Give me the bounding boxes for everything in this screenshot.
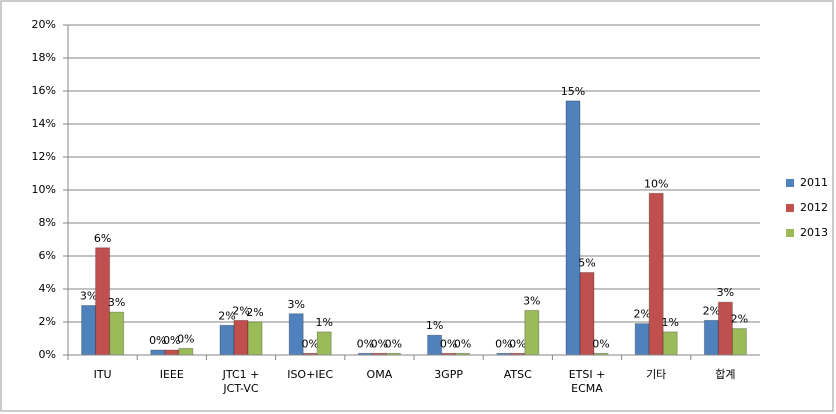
bar — [703, 319, 719, 356]
legend-swatch — [786, 204, 794, 212]
y-tick-label: 4% — [39, 282, 56, 295]
value-label: 0% — [454, 337, 471, 350]
bar — [717, 301, 733, 356]
value-label: 1% — [315, 316, 332, 329]
value-label: 2% — [218, 309, 235, 322]
value-label: 1% — [426, 319, 443, 332]
value-label: 0% — [592, 337, 609, 350]
x-tick-label: 기타 — [646, 368, 666, 381]
bar — [81, 305, 97, 356]
y-tick-label: 0% — [39, 348, 56, 361]
value-label: 0% — [163, 334, 180, 347]
y-tick-label: 12% — [32, 150, 56, 163]
value-label: 3% — [80, 290, 97, 303]
value-label: 0% — [371, 337, 388, 350]
x-tick-label: 3GPP — [434, 368, 463, 381]
x-tick-label: ETSI + ECMA — [569, 368, 606, 395]
y-tick-label: 16% — [32, 84, 56, 97]
value-label: 3% — [108, 296, 125, 309]
value-label: 6% — [94, 232, 111, 245]
value-label: 0% — [509, 337, 526, 350]
bar — [233, 319, 249, 356]
value-label: 2% — [731, 313, 748, 326]
value-label: 2% — [232, 304, 249, 317]
bar — [247, 321, 263, 356]
value-label: 0% — [177, 332, 194, 345]
legend-swatch — [786, 229, 794, 237]
bar — [731, 328, 747, 356]
y-tick-label: 20% — [32, 18, 56, 31]
bar — [150, 349, 166, 356]
x-tick-label: 합계 — [715, 368, 735, 381]
x-tick-label: ITU — [94, 368, 112, 381]
value-label: 0% — [149, 334, 166, 347]
value-label: 0% — [385, 337, 402, 350]
bar — [648, 192, 664, 356]
x-tick-label: IEEE — [160, 368, 184, 381]
bar — [164, 349, 180, 356]
y-tick-label: 6% — [39, 249, 56, 262]
x-tick-label: JTC1 + JCT-VC — [222, 368, 260, 395]
x-tick-label: ATSC — [504, 368, 532, 381]
x-tick-label: ISO+IEC — [287, 368, 333, 381]
bar — [109, 311, 125, 356]
legend-label: 2011 — [800, 176, 828, 189]
value-label: 2% — [246, 306, 263, 319]
value-label: 0% — [357, 337, 374, 350]
legend-swatch — [786, 179, 794, 187]
y-tick-label: 14% — [32, 117, 56, 130]
legend-label: 2012 — [800, 201, 828, 214]
y-tick-label: 2% — [39, 315, 56, 328]
value-label: 3% — [717, 286, 734, 299]
value-label: 0% — [301, 337, 318, 350]
x-tick-label: OMA — [367, 368, 393, 381]
value-label: 0% — [440, 337, 457, 350]
value-label: 15% — [561, 85, 585, 98]
y-tick-label: 18% — [32, 51, 56, 64]
bar — [524, 309, 540, 356]
bar — [178, 347, 194, 356]
value-label: 5% — [578, 257, 595, 270]
value-label: 1% — [661, 316, 678, 329]
bar — [634, 323, 650, 356]
y-tick-label: 8% — [39, 216, 56, 229]
legend-label: 2013 — [800, 226, 828, 239]
value-label: 10% — [644, 177, 668, 190]
bar — [316, 331, 332, 356]
value-label: 3% — [287, 298, 304, 311]
bar — [565, 100, 581, 356]
bar — [219, 324, 235, 356]
value-label: 0% — [495, 337, 512, 350]
value-label: 3% — [523, 294, 540, 307]
bar — [662, 331, 678, 356]
value-label: 2% — [703, 304, 720, 317]
value-label: 2% — [633, 308, 650, 321]
y-tick-label: 10% — [32, 183, 56, 196]
